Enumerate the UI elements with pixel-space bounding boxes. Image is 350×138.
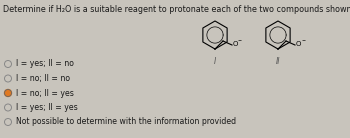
Text: I = no; II = no: I = no; II = no (16, 74, 70, 83)
Text: I = no; II = yes: I = no; II = yes (16, 88, 74, 98)
Text: I = yes; II = yes: I = yes; II = yes (16, 103, 78, 112)
Text: I: I (214, 57, 216, 66)
Text: O: O (233, 41, 238, 47)
Text: II: II (276, 57, 280, 66)
Text: Determine if H₂O is a suitable reagent to protonate each of the two compounds sh: Determine if H₂O is a suitable reagent t… (3, 5, 350, 14)
Text: −: − (238, 39, 242, 43)
Text: I = yes; II = no: I = yes; II = no (16, 59, 74, 68)
Circle shape (5, 90, 12, 96)
Text: Not possible to determine with the information provided: Not possible to determine with the infor… (16, 117, 236, 127)
Text: O: O (296, 41, 301, 47)
Text: −: − (301, 39, 305, 43)
